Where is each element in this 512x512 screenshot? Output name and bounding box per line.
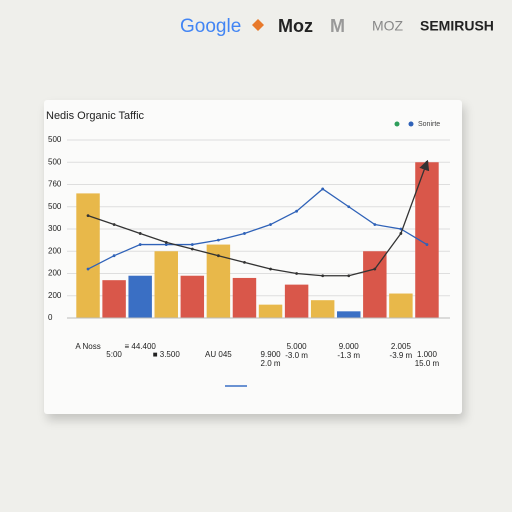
y-tick-label: 200 <box>48 269 62 278</box>
logo: M <box>330 16 345 36</box>
line-point <box>321 187 325 191</box>
line-point <box>295 209 299 213</box>
y-tick-label: 500 <box>48 157 62 166</box>
bar <box>415 162 439 318</box>
chart-title: Nedis Organic Taffic <box>46 110 145 122</box>
line-point <box>190 247 194 251</box>
bar <box>180 275 205 318</box>
line-point <box>112 223 116 226</box>
bar <box>284 284 309 318</box>
bar <box>389 293 413 318</box>
line-point <box>269 267 272 271</box>
bar <box>154 251 178 318</box>
logo: Moz <box>278 16 313 36</box>
y-tick-label: 760 <box>48 180 62 189</box>
line-point <box>138 243 142 246</box>
x-tick-label: 9.000 -1.3 m <box>337 342 361 360</box>
line-point <box>425 243 429 246</box>
bar <box>206 244 231 318</box>
line-point <box>269 223 272 226</box>
line-point <box>164 240 168 244</box>
y-tick-label: 200 <box>48 246 62 255</box>
bar <box>310 300 335 318</box>
bar <box>337 311 361 318</box>
x-tick-label: 1.000 15.0 m <box>414 350 440 368</box>
y-tick-label: 0 <box>48 313 53 322</box>
x-tick-label: 5:00 <box>106 350 122 359</box>
line-point <box>425 160 429 164</box>
logo: MOZ <box>372 18 404 34</box>
bar <box>232 277 257 318</box>
line-point <box>138 232 142 235</box>
y-tick-label: 300 <box>48 224 62 233</box>
moz-icon <box>252 19 264 31</box>
x-tick-label: ■ 3.500 <box>152 350 180 359</box>
legend-dot <box>394 121 400 127</box>
line-point <box>216 254 220 258</box>
line-point <box>321 274 325 278</box>
logo: Google <box>180 16 241 37</box>
line <box>87 188 428 270</box>
y-tick-label: 200 <box>48 291 62 300</box>
line-point <box>347 274 351 278</box>
x-tick-label: 5.000 -3.0 m <box>285 342 308 360</box>
bar <box>76 193 100 318</box>
line-point <box>295 272 299 275</box>
x-tick-label: AU 045 <box>205 350 232 359</box>
bar <box>363 251 387 318</box>
legend-dot <box>408 121 414 127</box>
line <box>87 159 430 277</box>
line-point <box>190 243 194 246</box>
bar <box>258 304 283 318</box>
line-point <box>112 254 116 258</box>
line-point <box>164 243 168 246</box>
x-tick-label: 9.900 2.0 m <box>260 350 281 368</box>
x-tick-label: 2.005 -3.9 m <box>389 342 413 360</box>
legend-label: Sonirte <box>418 121 440 128</box>
x-tick-label: ≡ 44.400 <box>124 342 156 351</box>
line-point <box>86 214 90 218</box>
logo: SEMIRUSH <box>420 18 494 34</box>
line-point <box>373 267 377 271</box>
x-tick-label: A Noss <box>75 342 101 351</box>
line-point <box>399 232 403 235</box>
y-tick-label: 500 <box>48 202 62 211</box>
bar <box>102 280 126 318</box>
line-point <box>373 223 377 226</box>
line-point <box>347 205 351 209</box>
line-point <box>243 232 246 235</box>
y-tick-label: 500 <box>48 135 62 144</box>
line-point <box>216 238 220 242</box>
bar <box>128 275 152 318</box>
line-point <box>86 267 90 271</box>
line-point <box>243 260 246 264</box>
